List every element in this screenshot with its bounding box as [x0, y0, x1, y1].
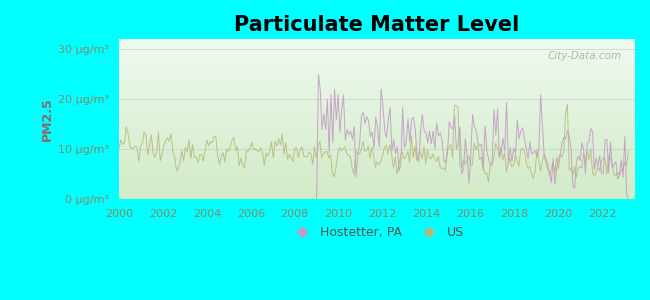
Text: City-Data.com: City-Data.com	[548, 50, 622, 61]
Title: Particulate Matter Level: Particulate Matter Level	[235, 15, 519, 35]
Legend: Hostetter, PA, US: Hostetter, PA, US	[285, 221, 469, 244]
Y-axis label: PM2.5: PM2.5	[41, 98, 54, 141]
